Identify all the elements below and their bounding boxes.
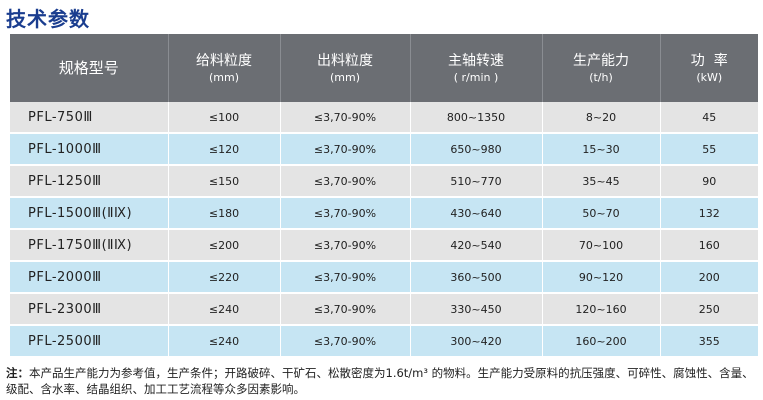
cell-capacity: 35~45 [542,165,661,198]
table-row: PFL-1000Ⅲ ≤120 ≤3,70-90% 650~980 15~30 55 [10,133,758,166]
cell-model: PFL-1750Ⅲ(ⅡⅨ) [10,229,169,262]
header-label: 给料粒度 [196,52,252,69]
header-power: 功 率 (kW) [660,34,758,102]
cell-capacity: 15~30 [542,133,661,166]
cell-feed-size: ≤100 [168,102,281,134]
cell-capacity: 70~100 [542,229,661,262]
cell-power: 160 [660,229,758,262]
cell-feed-size: ≤240 [168,293,281,326]
header-unit: (t/h) [589,70,613,84]
cell-spindle-speed: 420~540 [410,229,543,262]
spec-table: 规格型号 给料粒度 (mm) 出料粒度 (mm) 主轴转速 ( r/min ) … [10,34,758,358]
cell-capacity: 90~120 [542,261,661,294]
cell-feed-size: ≤120 [168,133,281,166]
cell-model: PFL-2300Ⅲ [10,293,169,326]
header-capacity: 生产能力 (t/h) [542,34,661,102]
cell-model: PFL-750Ⅲ [10,102,169,134]
cell-output-size: ≤3,70-90% [280,165,411,198]
cell-output-size: ≤3,70-90% [280,133,411,166]
cell-output-size: ≤3,70-90% [280,197,411,230]
cell-model: PFL-2500Ⅲ [10,325,169,358]
table-body: PFL-750Ⅲ ≤100 ≤3,70-90% 800~1350 8~20 45 PFL-1… [10,102,758,358]
cell-power: 132 [660,197,758,230]
cell-spindle-speed: 330~450 [410,293,543,326]
cell-model: PFL-1500Ⅲ(ⅡⅨ) [10,197,169,230]
header-unit: (mm) [208,70,239,84]
table-row: PFL-2000Ⅲ ≤220 ≤3,70-90% 360~500 90~120 200 [10,261,758,294]
cell-output-size: ≤3,70-90% [280,293,411,326]
cell-model: PFL-1250Ⅲ [10,165,169,198]
header-label: 出料粒度 [317,52,373,69]
header-label: 主轴转速 [448,52,504,69]
table-row: PFL-2300Ⅲ ≤240 ≤3,70-90% 330~450 120~160 250 [10,293,758,326]
table-row: PFL-750Ⅲ ≤100 ≤3,70-90% 800~1350 8~20 45 [10,102,758,134]
table-row: PFL-1250Ⅲ ≤150 ≤3,70-90% 510~770 35~45 90 [10,165,758,198]
table-row: PFL-1750Ⅲ(ⅡⅨ) ≤200 ≤3,70-90% 420~540 70~100 1… [10,229,758,262]
cell-spindle-speed: 430~640 [410,197,543,230]
cell-power: 355 [660,325,758,358]
cell-spindle-speed: 360~500 [410,261,543,294]
cell-power: 45 [660,102,758,134]
cell-spindle-speed: 650~980 [410,133,543,166]
cell-power: 90 [660,165,758,198]
cell-output-size: ≤3,70-90% [280,229,411,262]
cell-spindle-speed: 800~1350 [410,102,543,134]
table-row: PFL-1500Ⅲ(ⅡⅨ) ≤180 ≤3,70-90% 430~640 50~70 13… [10,197,758,230]
cell-output-size: ≤3,70-90% [280,261,411,294]
header-label: 功 率 [690,52,728,69]
cell-capacity: 8~20 [542,102,661,134]
header-feed-size: 给料粒度 (mm) [168,34,281,102]
cell-capacity: 120~160 [542,293,661,326]
footnote: 注：本产品生产能力为参考值，生产条件；开路破碎、干矿石、松散密度为1.6t/m³… [6,365,758,397]
cell-spindle-speed: 510~770 [410,165,543,198]
cell-output-size: ≤3,70-90% [280,102,411,134]
cell-model: PFL-2000Ⅲ [10,261,169,294]
cell-capacity: 50~70 [542,197,661,230]
cell-feed-size: ≤220 [168,261,281,294]
cell-feed-size: ≤150 [168,165,281,198]
header-unit: ( r/min ) [453,70,499,84]
footnote-text: 本产品生产能力为参考值，生产条件；开路破碎、干矿石、松散密度为1.6t/m³ 的… [6,366,754,396]
header-label: 生产能力 [573,52,629,69]
table-header-row: 规格型号 给料粒度 (mm) 出料粒度 (mm) 主轴转速 ( r/min ) … [10,34,758,102]
header-spindle-speed: 主轴转速 ( r/min ) [410,34,543,102]
cell-power: 200 [660,261,758,294]
footnote-label: 注： [6,366,29,380]
header-output-size: 出料粒度 (mm) [280,34,411,102]
cell-output-size: ≤3,70-90% [280,325,411,358]
cell-feed-size: ≤240 [168,325,281,358]
cell-feed-size: ≤180 [168,197,281,230]
cell-spindle-speed: 300~420 [410,325,543,358]
cell-capacity: 160~200 [542,325,661,358]
table-row: PFL-2500Ⅲ ≤240 ≤3,70-90% 300~420 160~200 355 [10,325,758,358]
header-model: 规格型号 [10,34,169,102]
header-unit: (mm) [329,70,360,84]
cell-feed-size: ≤200 [168,229,281,262]
header-unit: (kW) [696,70,723,84]
page-title: 技术参数 [6,7,90,31]
cell-power: 55 [660,133,758,166]
header-label: 规格型号 [58,59,119,77]
cell-power: 250 [660,293,758,326]
cell-model: PFL-1000Ⅲ [10,133,169,166]
